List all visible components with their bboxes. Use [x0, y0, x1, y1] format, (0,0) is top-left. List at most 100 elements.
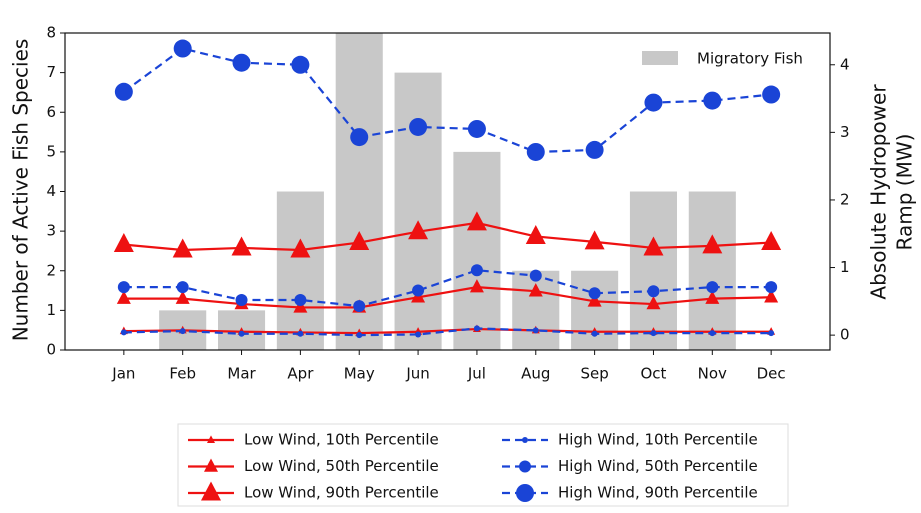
y2-tick-label: 0 — [840, 326, 850, 344]
line — [123, 221, 772, 252]
marker — [532, 327, 539, 334]
line — [123, 327, 772, 335]
x-tick-label: Dec — [757, 365, 786, 383]
y-axis-label: Number of Active Fish Species — [9, 39, 33, 342]
y-tick-label: 8 — [46, 24, 56, 42]
line — [123, 286, 772, 309]
legend-label: Low Wind, 50th Percentile — [244, 457, 439, 475]
marker — [516, 484, 534, 502]
y2-tick-label: 3 — [840, 123, 850, 141]
x-tick-label: Jul — [467, 365, 486, 383]
marker — [235, 293, 248, 306]
y-tick-label: 5 — [46, 142, 56, 160]
marker — [113, 233, 134, 253]
marker — [176, 281, 189, 294]
line — [123, 47, 772, 154]
marker — [238, 330, 245, 337]
y2-tick-label: 2 — [840, 190, 850, 208]
x-tick-label: Jan — [111, 365, 135, 383]
marker — [528, 283, 543, 297]
legend-label: Low Wind, 90th Percentile — [244, 484, 439, 502]
marker — [647, 285, 660, 298]
marker — [526, 142, 545, 161]
marker — [353, 300, 366, 313]
marker — [350, 128, 369, 147]
marker — [588, 287, 601, 300]
marker — [231, 236, 252, 256]
marker — [172, 238, 193, 258]
y-tick-label: 4 — [46, 182, 56, 200]
marker — [473, 325, 480, 332]
marker — [290, 238, 311, 258]
marker — [762, 85, 781, 104]
y2-axis-label: Ramp (MW) — [893, 134, 917, 251]
marker — [120, 329, 127, 336]
bar — [335, 33, 383, 350]
marker — [519, 460, 531, 473]
legend-label: High Wind, 10th Percentile — [558, 431, 758, 449]
marker — [646, 295, 661, 310]
marker — [294, 293, 307, 306]
marker — [466, 211, 487, 231]
x-tick-label: Apr — [287, 365, 314, 383]
marker — [204, 458, 218, 472]
marker — [173, 39, 192, 58]
bar — [629, 191, 677, 350]
line — [123, 269, 772, 308]
y2-tick-label: 4 — [840, 55, 850, 73]
bar — [512, 270, 560, 350]
y-tick-label: 2 — [46, 261, 56, 279]
x-tick-label: Nov — [698, 365, 727, 383]
marker — [765, 281, 778, 294]
marker — [297, 330, 304, 337]
y-tick-label: 7 — [46, 63, 56, 81]
marker — [293, 299, 308, 313]
y2-tick-label: 1 — [840, 258, 850, 276]
legend-label: Low Wind, 10th Percentile — [244, 431, 439, 449]
marker — [469, 279, 484, 293]
marker — [179, 328, 186, 335]
bar — [571, 270, 619, 350]
marker — [349, 231, 370, 251]
marker — [591, 330, 598, 337]
marker — [201, 481, 221, 501]
marker — [117, 281, 130, 294]
marker — [702, 234, 723, 254]
marker — [650, 330, 657, 337]
marker — [409, 117, 428, 136]
bar — [688, 191, 736, 350]
marker — [703, 91, 722, 110]
marker — [644, 93, 663, 112]
legend-label: High Wind, 90th Percentile — [558, 484, 758, 502]
marker — [643, 236, 664, 256]
marker — [467, 119, 486, 138]
plot-frame — [64, 32, 831, 351]
legend-swatch — [642, 51, 678, 65]
marker — [584, 230, 605, 250]
marker — [412, 284, 425, 297]
y-tick-label: 3 — [46, 222, 56, 240]
legend-label: High Wind, 50th Percentile — [558, 457, 758, 475]
marker — [408, 220, 429, 240]
bar — [276, 191, 324, 350]
marker — [705, 290, 720, 304]
marker — [207, 435, 215, 443]
marker — [175, 290, 190, 304]
marker — [522, 437, 528, 443]
marker — [764, 289, 779, 303]
y-tick-label: 0 — [46, 341, 56, 359]
marker — [415, 331, 422, 338]
marker — [232, 53, 251, 72]
x-tick-label: Jun — [405, 365, 429, 383]
x-tick-label: Oct — [640, 365, 666, 383]
marker — [709, 330, 716, 337]
x-tick-label: Mar — [227, 365, 256, 383]
x-tick-label: May — [344, 365, 375, 383]
bar — [394, 72, 442, 350]
marker — [587, 293, 602, 307]
marker — [470, 264, 483, 277]
x-tick-label: Feb — [169, 365, 196, 383]
y-tick-label: 6 — [46, 103, 56, 121]
marker — [291, 55, 310, 74]
